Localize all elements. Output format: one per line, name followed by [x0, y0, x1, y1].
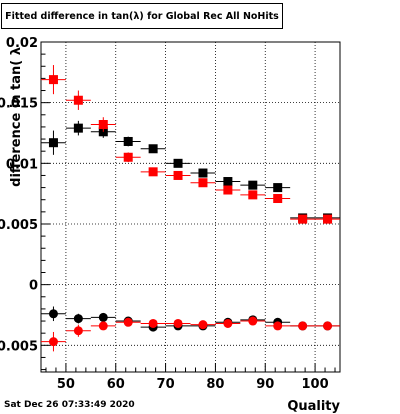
data-point-circle [273, 321, 283, 331]
data-point-square [148, 167, 158, 177]
x-tick-label: 60 [107, 377, 125, 392]
y-tick-label: -0.005 [0, 339, 38, 354]
data-point-square [198, 178, 208, 188]
y-tick-label: 0 [29, 279, 38, 294]
x-axis-label: Quality [287, 399, 340, 414]
data-point-circle [73, 314, 83, 324]
data-point-square [273, 183, 283, 193]
x-tick-label: 50 [57, 377, 75, 392]
data-point-square [173, 170, 183, 180]
data-point-circle [198, 320, 208, 330]
x-tick-label: 100 [302, 377, 329, 392]
data-point-square [123, 136, 133, 146]
data-point-circle [98, 321, 108, 331]
y-tick-label: 0.02 [6, 36, 38, 51]
y-tick-label: 0.015 [0, 97, 38, 112]
grid-lines [41, 41, 340, 372]
data-point-square [98, 120, 108, 129]
data-point-circle [148, 318, 158, 328]
x-tick-label: 80 [206, 377, 224, 392]
data-point-square [223, 177, 233, 187]
x-tick-label: 70 [157, 377, 175, 392]
data-point-circle [73, 326, 83, 336]
data-point-circle [173, 318, 183, 328]
data-point-circle [48, 337, 58, 347]
data-point-square [148, 144, 158, 154]
data-points [41, 65, 340, 352]
data-point-square [248, 180, 258, 190]
data-point-square [273, 194, 283, 204]
data-point-square [298, 214, 308, 224]
data-point-circle [298, 321, 308, 331]
data-series-red-circle [41, 316, 340, 352]
data-point-circle [323, 321, 333, 331]
data-point-square [173, 158, 183, 168]
data-series-black-circle [41, 306, 340, 332]
x-tick-label: 90 [256, 377, 274, 392]
data-point-circle [123, 317, 133, 327]
data-point-square [223, 185, 233, 195]
y-tick-label: 0.005 [0, 218, 38, 233]
data-point-circle [98, 312, 108, 322]
axis-ticks: 50 60 70 80 90 100 -0.005 0 0.005 0.01 0.015 0.02 [0, 36, 336, 392]
data-point-square [323, 214, 333, 224]
y-tick-label: 0.01 [6, 157, 38, 172]
data-point-square [73, 123, 83, 133]
data-point-square [48, 75, 58, 85]
data-series-red-square [41, 65, 340, 224]
chart-title: Fitted difference in tan(λ) for Global R… [1, 3, 283, 29]
data-point-circle [223, 318, 233, 328]
data-point-square [248, 190, 258, 200]
plot-frame [40, 41, 341, 373]
data-point-square [48, 138, 58, 148]
y-axis-label: difference in tan( λ [9, 47, 24, 187]
data-point-square [123, 152, 133, 162]
data-point-circle [48, 309, 58, 319]
data-point-circle [248, 316, 258, 326]
data-point-square [198, 168, 208, 178]
data-point-square [73, 95, 83, 105]
timestamp-label: Sat Dec 26 07:33:49 2020 [4, 400, 135, 410]
data-series-black-square [41, 120, 340, 223]
